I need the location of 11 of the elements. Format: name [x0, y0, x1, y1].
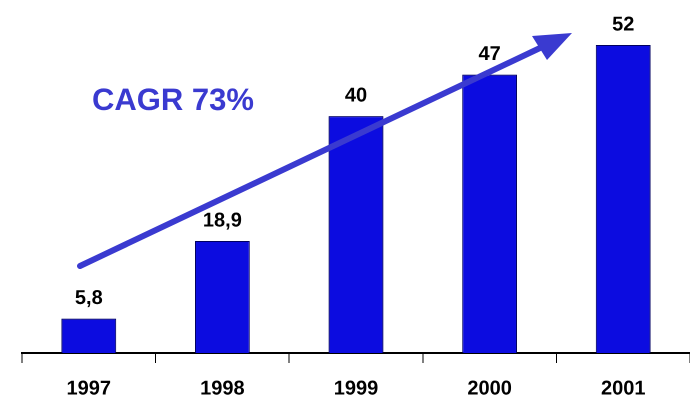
- x-tick-label: 2001: [600, 378, 646, 400]
- x-tick-label: 2000: [467, 378, 512, 400]
- data-label: 40: [344, 84, 368, 107]
- annotation: CAGR 73%: [92, 82, 254, 118]
- x-tick-label: 1998: [200, 378, 245, 400]
- data-label: 5,8: [74, 287, 103, 310]
- data-label: 47: [478, 43, 501, 66]
- x-tick-label: 1999: [334, 378, 378, 400]
- data-label: 18,9: [202, 210, 242, 232]
- x-tick-label: 1997: [66, 378, 112, 400]
- data-label: 52: [612, 14, 634, 36]
